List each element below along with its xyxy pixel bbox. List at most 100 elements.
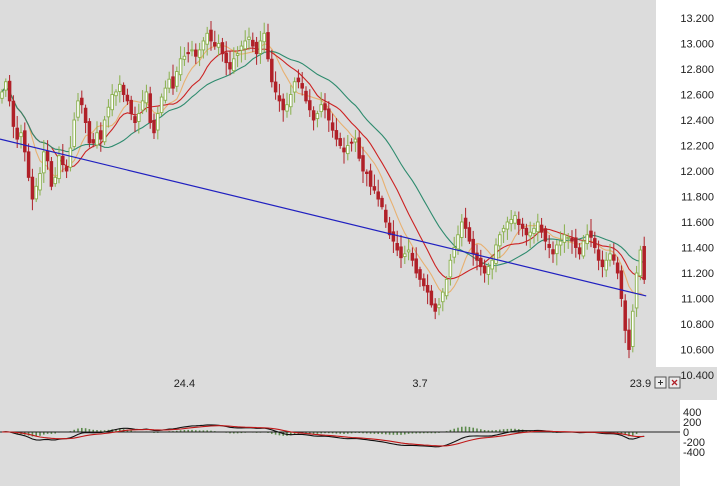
candle bbox=[34, 177, 38, 203]
candle bbox=[266, 23, 270, 62]
candle bbox=[539, 217, 544, 239]
date-tick-label: 3.7 bbox=[412, 378, 427, 390]
candle bbox=[106, 99, 111, 128]
candle bbox=[49, 156, 54, 191]
candle bbox=[148, 86, 152, 129]
candle bbox=[319, 92, 323, 118]
candle bbox=[201, 37, 206, 59]
price-tick-label: 13.000 bbox=[680, 39, 714, 51]
candle bbox=[152, 113, 156, 140]
candle bbox=[159, 93, 164, 116]
candle bbox=[551, 241, 555, 263]
candle bbox=[627, 318, 631, 359]
candle bbox=[190, 40, 194, 57]
candle bbox=[517, 211, 521, 235]
trendline-layer bbox=[0, 138, 647, 297]
candle bbox=[83, 104, 88, 134]
candle bbox=[532, 222, 536, 244]
candle bbox=[600, 250, 605, 278]
candle bbox=[7, 74, 12, 107]
candle bbox=[357, 130, 361, 162]
candle bbox=[327, 101, 331, 132]
candle bbox=[262, 22, 266, 53]
candle bbox=[433, 298, 437, 320]
candle bbox=[243, 30, 247, 61]
candle bbox=[486, 262, 491, 285]
price-axis-background bbox=[656, 0, 717, 367]
candle bbox=[501, 224, 506, 243]
candle bbox=[444, 276, 449, 300]
candle bbox=[53, 167, 57, 187]
candle bbox=[167, 71, 171, 94]
candle bbox=[42, 139, 46, 183]
candle bbox=[118, 75, 122, 103]
candle bbox=[437, 297, 441, 316]
price-axis: 13.200 13.000 12.800 12.600 12.400 12.200 12.0… bbox=[680, 13, 714, 382]
candlesticks bbox=[0, 20, 646, 359]
candle bbox=[460, 214, 464, 247]
candle bbox=[406, 237, 411, 261]
candle bbox=[285, 92, 289, 118]
trendline[interactable] bbox=[0, 138, 647, 297]
candle bbox=[429, 285, 434, 308]
candle bbox=[368, 163, 373, 196]
close-icon bbox=[671, 379, 678, 386]
candle bbox=[422, 273, 426, 291]
candle bbox=[346, 135, 350, 161]
candle bbox=[334, 118, 339, 147]
candle bbox=[372, 174, 377, 194]
candle bbox=[15, 115, 19, 148]
price-tick-label: 10.800 bbox=[680, 319, 714, 331]
candle bbox=[315, 110, 320, 128]
macd-lines bbox=[1, 424, 645, 448]
candle bbox=[308, 89, 312, 117]
candle bbox=[479, 249, 483, 276]
candle bbox=[452, 236, 456, 264]
candle bbox=[311, 106, 316, 131]
candle bbox=[197, 42, 202, 67]
candle bbox=[235, 46, 240, 68]
candle bbox=[281, 93, 285, 122]
candle bbox=[570, 230, 574, 254]
price-tick-label: 10.400 bbox=[680, 370, 714, 382]
candle bbox=[338, 132, 342, 149]
candle bbox=[182, 47, 187, 66]
candle bbox=[547, 235, 551, 259]
candle bbox=[216, 34, 221, 57]
candle bbox=[384, 204, 388, 228]
candle bbox=[296, 69, 301, 89]
candle bbox=[110, 84, 114, 117]
candle bbox=[536, 213, 540, 242]
candle bbox=[642, 236, 646, 284]
price-tick-label: 12.000 bbox=[680, 166, 714, 178]
signal-line bbox=[1, 425, 645, 447]
macd-line bbox=[1, 424, 645, 448]
price-tick-label: 11.800 bbox=[681, 192, 714, 204]
candle bbox=[631, 304, 635, 353]
candle bbox=[475, 244, 479, 271]
candle bbox=[300, 72, 304, 96]
macd-pane bbox=[0, 424, 680, 448]
candle bbox=[254, 36, 259, 65]
candle bbox=[121, 82, 126, 103]
candle bbox=[498, 231, 502, 259]
candle bbox=[194, 43, 198, 65]
price-tick-label: 12.400 bbox=[680, 115, 714, 127]
candle bbox=[247, 27, 251, 51]
candle bbox=[213, 30, 217, 50]
candle bbox=[425, 274, 430, 305]
candle bbox=[232, 47, 236, 74]
candle bbox=[365, 169, 369, 187]
candle bbox=[342, 137, 346, 164]
candle bbox=[114, 89, 118, 106]
candle bbox=[387, 216, 392, 240]
close-button[interactable] bbox=[668, 376, 681, 389]
candle bbox=[273, 71, 278, 100]
candle bbox=[258, 31, 263, 64]
candle bbox=[95, 121, 99, 149]
candle bbox=[178, 46, 183, 82]
candle bbox=[270, 49, 274, 88]
maximize-button[interactable] bbox=[654, 376, 667, 389]
candle bbox=[463, 207, 468, 238]
